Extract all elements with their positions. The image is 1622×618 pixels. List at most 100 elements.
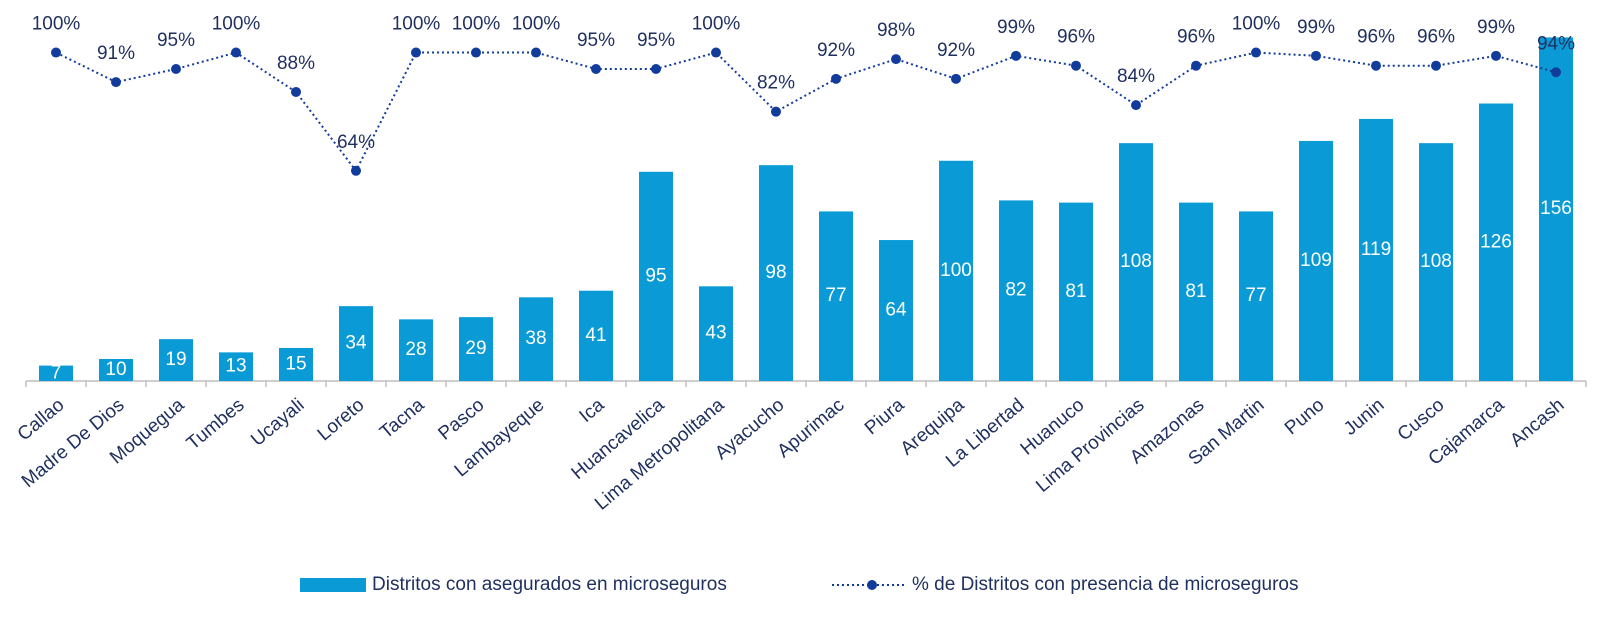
point-label: 91% bbox=[97, 43, 135, 64]
bar bbox=[879, 240, 913, 381]
bar-label: 7 bbox=[51, 362, 62, 383]
point-label: 95% bbox=[637, 30, 675, 51]
bar bbox=[39, 365, 73, 381]
point-label: 96% bbox=[1177, 27, 1215, 48]
bar bbox=[399, 319, 433, 381]
bar-label: 38 bbox=[525, 328, 546, 349]
bar bbox=[819, 211, 853, 381]
line-point bbox=[711, 47, 721, 58]
x-tick-label: Callao bbox=[14, 395, 69, 446]
bar-label: 108 bbox=[1420, 251, 1452, 272]
line-point bbox=[831, 73, 841, 84]
bar bbox=[639, 171, 673, 381]
bar-label: 100 bbox=[940, 260, 972, 281]
bar-label: 28 bbox=[405, 339, 426, 360]
x-tick-label: Tumbes bbox=[183, 395, 249, 455]
bar-label: 156 bbox=[1540, 198, 1572, 219]
line-point bbox=[1191, 60, 1201, 71]
bar-label: 43 bbox=[705, 323, 726, 344]
bar bbox=[1179, 202, 1213, 381]
bar bbox=[159, 339, 193, 381]
bar bbox=[279, 347, 313, 381]
point-label: 95% bbox=[577, 30, 615, 51]
line-point bbox=[471, 47, 481, 58]
line-point bbox=[1491, 50, 1501, 61]
x-tick-label: Madre De Dios bbox=[18, 395, 129, 493]
line-point bbox=[1131, 100, 1141, 111]
line-point bbox=[951, 73, 961, 84]
bar bbox=[1239, 211, 1273, 381]
bar-label: 98 bbox=[765, 262, 786, 283]
point-label: 100% bbox=[692, 14, 741, 35]
point-label: 94% bbox=[1537, 33, 1575, 54]
x-tick-label: Tacna bbox=[376, 394, 429, 443]
legend-label: Distritos con asegurados en microseguros bbox=[372, 574, 727, 595]
bar-label: 13 bbox=[225, 356, 246, 377]
line-point bbox=[111, 77, 121, 88]
line-point bbox=[531, 47, 541, 58]
line bbox=[55, 51, 1557, 173]
point-label: 92% bbox=[817, 40, 855, 61]
bar bbox=[699, 286, 733, 381]
point-label: 84% bbox=[1117, 66, 1155, 87]
bar-label: 81 bbox=[1185, 281, 1206, 302]
legend-label: % de Distritos con presencia de microseg… bbox=[912, 574, 1299, 595]
bar bbox=[219, 352, 253, 381]
line-point bbox=[351, 165, 361, 176]
line-point bbox=[411, 47, 421, 58]
legend-marker bbox=[867, 580, 877, 590]
point-label: 96% bbox=[1417, 27, 1455, 48]
line-point bbox=[231, 47, 241, 58]
x-tick-label: Apurimac bbox=[773, 395, 848, 463]
legend-swatch bbox=[300, 578, 366, 592]
bar bbox=[99, 358, 133, 381]
bar-label: 64 bbox=[885, 300, 907, 321]
bar-label: 41 bbox=[585, 325, 606, 346]
line-point bbox=[291, 86, 301, 97]
bar bbox=[579, 290, 613, 381]
point-label: 100% bbox=[1232, 14, 1281, 35]
bar bbox=[1359, 118, 1393, 381]
bar-label: 81 bbox=[1065, 281, 1086, 302]
line-point bbox=[1371, 60, 1381, 71]
line-point bbox=[591, 63, 601, 74]
x-tick-label: Ucayali bbox=[247, 395, 308, 451]
bar-label: 10 bbox=[105, 359, 126, 380]
line-point bbox=[1551, 67, 1561, 78]
point-label: 64% bbox=[337, 132, 375, 153]
point-label: 99% bbox=[1297, 17, 1335, 38]
x-tick-label: Puno bbox=[1281, 395, 1328, 440]
point-label: 100% bbox=[32, 14, 81, 35]
x-tick-label: Pasco bbox=[434, 395, 488, 445]
bar bbox=[939, 160, 973, 381]
line-point bbox=[1011, 50, 1021, 61]
bar bbox=[1299, 140, 1333, 381]
point-label: 95% bbox=[157, 30, 195, 51]
line-point bbox=[1431, 60, 1441, 71]
point-label: 100% bbox=[212, 14, 261, 35]
bar bbox=[759, 165, 793, 381]
line-point bbox=[51, 47, 61, 58]
line-point bbox=[171, 63, 181, 74]
bar-label: 109 bbox=[1300, 250, 1332, 271]
point-label: 98% bbox=[877, 20, 915, 41]
bar-label: 119 bbox=[1361, 239, 1391, 260]
bar-label: 108 bbox=[1120, 251, 1152, 272]
line-point bbox=[771, 106, 781, 117]
bar-label: 34 bbox=[345, 333, 367, 354]
bar-label: 77 bbox=[1245, 285, 1266, 306]
line-point bbox=[1311, 50, 1321, 61]
x-tick-label: Lima Provincias bbox=[1032, 395, 1148, 497]
point-label: 99% bbox=[1477, 17, 1515, 38]
point-label: 100% bbox=[512, 14, 561, 35]
x-tick-label: Junin bbox=[1340, 395, 1388, 440]
legend-item: % de Distritos con presencia de microseg… bbox=[832, 574, 1299, 595]
x-tick-label: Piura bbox=[861, 394, 909, 439]
point-label: 82% bbox=[757, 73, 795, 94]
x-tick-label: Cusco bbox=[1394, 395, 1449, 446]
bar bbox=[459, 317, 493, 381]
bar-label: 126 bbox=[1480, 231, 1512, 252]
point-label: 100% bbox=[392, 14, 441, 35]
bar bbox=[1419, 143, 1453, 381]
